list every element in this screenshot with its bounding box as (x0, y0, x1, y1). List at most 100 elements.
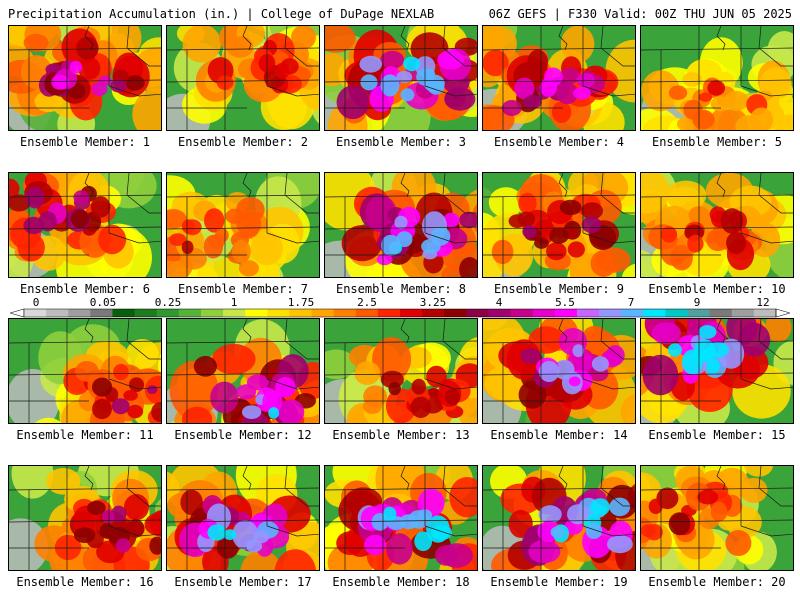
precip-contour (710, 96, 730, 112)
colorbar-swatch (90, 309, 113, 317)
state-boundary (9, 340, 161, 344)
colorbar-swatch (200, 309, 224, 317)
member-label: Ensemble Member: 12 (174, 428, 312, 442)
state-boundary (582, 85, 635, 97)
precip-contour (440, 543, 473, 568)
state-boundary (758, 319, 793, 360)
state-boundary (167, 79, 319, 83)
colorbar-swatch (68, 309, 91, 317)
member-label: Ensemble Member: 1 (19, 135, 151, 149)
colorbar-swatch (532, 309, 556, 317)
precip-field (325, 466, 477, 570)
precip-contour (147, 385, 158, 394)
state-boundary (424, 378, 477, 390)
precip-contour (428, 387, 440, 398)
precip-contour (572, 344, 585, 358)
precip-contour (207, 524, 227, 541)
colorbar-swatch (46, 309, 69, 317)
precip-contour (449, 477, 477, 518)
colorbar-swatch (753, 309, 777, 317)
precip-field (9, 26, 161, 130)
precip-contour (167, 209, 187, 229)
precip-contour (388, 381, 401, 396)
precip-contour (132, 88, 161, 130)
state-boundary (84, 319, 94, 344)
precip-contour (488, 187, 524, 218)
map-panel (166, 318, 320, 424)
state-boundary (483, 79, 635, 83)
precip-contour (725, 530, 752, 556)
precip-contour (151, 402, 161, 422)
precip-contour (277, 399, 305, 423)
colorbar-tick-label: 7 (627, 296, 635, 309)
member-label: Ensemble Member: 8 (335, 282, 467, 296)
precip-contour (124, 494, 149, 521)
precip-contour (430, 525, 453, 541)
precip-contour (34, 417, 63, 423)
state-boundary (641, 47, 793, 51)
precip-field (641, 26, 793, 130)
precip-contour (226, 36, 254, 58)
state-boundary (483, 226, 635, 230)
colorbar-swatch (267, 309, 290, 317)
precip-contour (726, 319, 758, 346)
precip-contour (546, 242, 567, 261)
precip-contour (365, 195, 397, 233)
precip-field (9, 319, 161, 423)
precip-contour (245, 539, 263, 553)
map-panel (166, 25, 320, 131)
state-boundary (400, 319, 410, 344)
precip-contour (609, 497, 631, 517)
precip-contour (523, 95, 542, 109)
colorbar-swatch (156, 309, 180, 317)
state-boundary (442, 319, 477, 360)
precip-field (483, 319, 635, 423)
colorbar-swatch (355, 309, 379, 317)
state-boundary (325, 372, 477, 376)
state-boundary (325, 79, 477, 83)
precip-contour (641, 259, 657, 277)
state-boundary (325, 519, 477, 523)
precip-contour (550, 526, 565, 538)
map-panel (482, 25, 636, 131)
state-boundary (167, 340, 319, 344)
state-boundary (558, 173, 568, 198)
precip-contour (400, 88, 415, 102)
precip-contour (76, 36, 99, 60)
precip-contour (364, 534, 386, 556)
state-boundary (9, 372, 161, 376)
precip-contour (51, 74, 70, 90)
precip-contour (749, 107, 774, 130)
colorbar-swatch (333, 309, 357, 317)
precip-contour (706, 358, 720, 374)
precip-contour (149, 510, 161, 537)
member-label: Ensemble Member: 6 (19, 282, 151, 296)
precip-contour (34, 90, 64, 113)
state-boundary (558, 466, 568, 491)
precip-contour (477, 326, 478, 377)
state-boundary (424, 85, 477, 97)
precip-contour (236, 384, 257, 400)
precip-contour (359, 55, 382, 73)
state-boundary (284, 173, 319, 214)
precip-contour (665, 180, 707, 210)
precip-contour (743, 466, 773, 477)
precip-contour (698, 325, 717, 339)
precip-contour (182, 219, 202, 236)
state-boundary (242, 319, 252, 344)
precip-contour (668, 512, 691, 536)
state-boundary (242, 26, 252, 51)
colorbar-swatch (643, 309, 666, 317)
precip-contour (92, 377, 113, 397)
state-boundary (284, 26, 319, 67)
state-boundary (483, 47, 635, 51)
map-panel (166, 172, 320, 278)
map-panel (166, 465, 320, 571)
precip-contour (128, 377, 145, 392)
member-label: Ensemble Member: 16 (16, 575, 154, 589)
precip-contour (709, 108, 735, 130)
precip-contour (724, 90, 749, 111)
precip-contour (380, 74, 400, 97)
precip-contour (667, 343, 682, 357)
colorbar-swatch (554, 309, 578, 317)
